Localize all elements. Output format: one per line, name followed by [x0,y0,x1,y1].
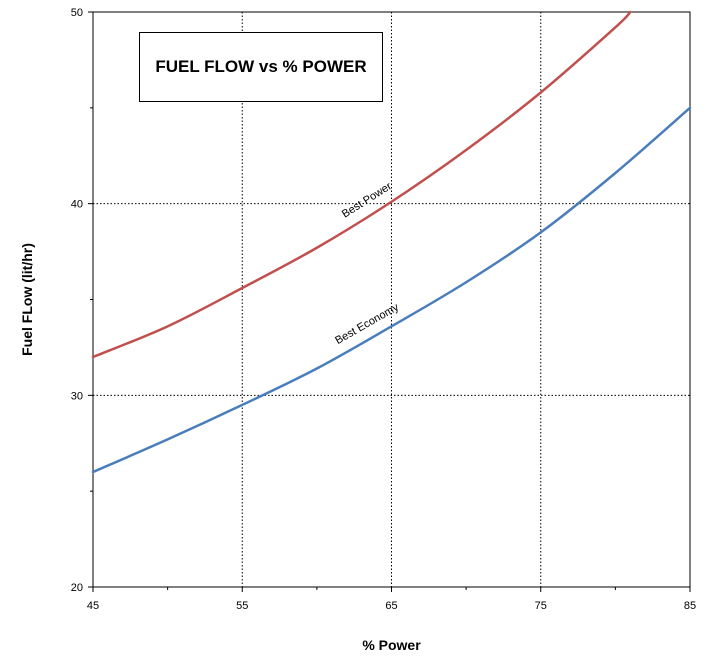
y-tick-label: 30 [71,390,83,402]
series-lines [91,10,692,474]
x-tick-label: 75 [535,600,547,612]
series-line-best-power [91,10,632,359]
y-axis-title: Fuel FLow (lit/hr) [19,243,35,356]
gridlines [93,12,690,587]
y-tick-label: 50 [71,7,83,19]
series-label-best-power: Best Power [340,180,394,220]
chart-title-box: FUEL FLOW vs % POWER [139,32,383,102]
x-tick-label: 45 [87,600,99,612]
axis-ticks: 45 55 65 75 85 20 30 40 50 [71,7,696,612]
series-line-best-economy [91,106,692,474]
y-tick-label: 40 [71,199,83,211]
chart-title: FUEL FLOW vs % POWER [155,57,367,76]
x-axis-title: % Power [362,637,421,653]
x-tick-label: 55 [236,600,248,612]
x-tick-label: 65 [385,600,397,612]
x-tick-label: 85 [684,600,696,612]
y-tick-label: 20 [71,582,83,594]
